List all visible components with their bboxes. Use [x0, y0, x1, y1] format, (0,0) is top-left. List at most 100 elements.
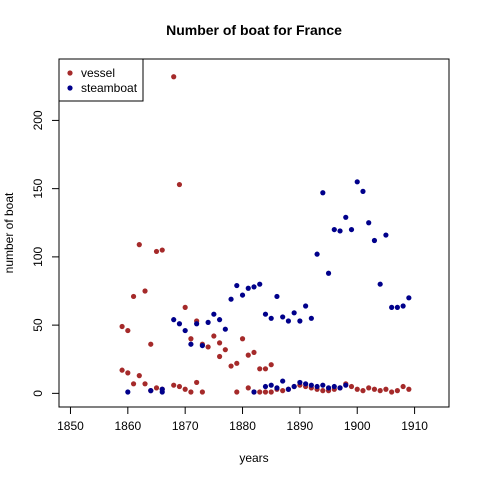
data-point-steamboat	[325, 385, 332, 391]
x-axis-label: years	[239, 451, 268, 465]
data-point-steamboat	[377, 281, 383, 287]
data-point-vessel	[182, 304, 188, 310]
data-point-vessel	[216, 340, 223, 346]
data-point-steamboat	[274, 385, 280, 391]
data-point-steamboat	[234, 282, 240, 289]
data-point-steamboat	[366, 220, 372, 226]
data-point-steamboat	[251, 389, 257, 395]
data-point-steamboat	[199, 342, 205, 349]
data-point-vessel	[130, 381, 137, 387]
data-point-vessel	[136, 373, 142, 379]
x-tick-label: 1900	[344, 419, 371, 433]
data-point-vessel	[234, 360, 240, 366]
data-point-steamboat	[314, 251, 320, 257]
data-point-steamboat	[245, 285, 251, 291]
data-point-steamboat	[211, 311, 217, 317]
chart-title: Number of boat for France	[166, 22, 342, 38]
data-point-vessel	[125, 370, 131, 376]
data-point-vessel	[205, 344, 211, 350]
data-point-steamboat	[400, 303, 406, 309]
data-point-vessel	[262, 366, 269, 372]
data-point-steamboat	[331, 383, 337, 390]
data-point-vessel	[394, 388, 400, 394]
x-tick-label: 1860	[114, 419, 141, 433]
data-point-vessel	[153, 248, 160, 255]
data-point-steamboat	[348, 226, 355, 233]
data-point-vessel	[257, 366, 263, 372]
data-point-steamboat	[257, 281, 263, 287]
x-tick-label: 1910	[401, 419, 428, 433]
x-tick-label: 1850	[57, 419, 84, 433]
data-point-vessel	[171, 74, 177, 80]
data-point-steamboat	[148, 388, 154, 394]
y-tick-label: 0	[31, 390, 45, 397]
data-point-vessel	[216, 353, 223, 360]
data-point-steamboat	[394, 304, 400, 310]
data-point-steamboat	[314, 383, 320, 390]
legend-marker-steamboat	[67, 85, 73, 91]
x-tick-label: 1890	[287, 419, 314, 433]
data-point-vessel	[119, 367, 125, 373]
data-point-vessel	[136, 242, 142, 248]
data-point-vessel	[262, 389, 269, 395]
data-point-vessel	[188, 389, 194, 395]
data-point-vessel	[400, 383, 406, 390]
data-point-vessel	[406, 386, 412, 392]
legend-box	[58, 58, 144, 102]
x-tick-label: 1880	[229, 419, 256, 433]
data-point-steamboat	[194, 321, 200, 327]
data-point-vessel	[119, 323, 125, 330]
data-point-vessel	[245, 352, 251, 358]
data-point-steamboat	[389, 304, 395, 310]
data-point-steamboat	[262, 383, 269, 390]
data-point-steamboat	[354, 179, 360, 185]
data-point-vessel	[320, 388, 326, 394]
y-tick-label: 150	[31, 178, 45, 198]
data-point-steamboat	[188, 341, 194, 347]
data-point-vessel	[228, 363, 234, 369]
data-point-steamboat	[291, 310, 297, 316]
data-point-vessel	[377, 388, 383, 394]
data-point-steamboat	[262, 311, 269, 317]
data-point-steamboat	[171, 317, 177, 323]
data-point-steamboat	[308, 315, 314, 321]
data-point-steamboat	[222, 326, 228, 332]
data-point-vessel	[171, 382, 177, 388]
data-point-vessel	[245, 385, 251, 391]
data-points	[119, 74, 412, 395]
data-point-steamboat	[297, 318, 303, 324]
data-point-steamboat	[320, 190, 326, 196]
x-tick-label: 1870	[172, 419, 199, 433]
data-point-steamboat	[383, 232, 389, 238]
data-point-steamboat	[291, 383, 297, 390]
data-point-vessel	[348, 383, 355, 390]
data-point-vessel	[148, 341, 154, 347]
data-point-steamboat	[303, 381, 309, 387]
y-axis: 0 50 100 150 200	[31, 110, 60, 397]
data-point-steamboat	[228, 296, 234, 302]
data-point-vessel	[360, 388, 366, 394]
data-point-vessel	[257, 389, 263, 395]
data-point-vessel	[142, 381, 148, 387]
data-point-steamboat	[251, 284, 257, 290]
data-point-vessel	[222, 347, 228, 353]
data-point-steamboat	[285, 318, 292, 324]
data-point-vessel	[194, 379, 200, 386]
data-point-steamboat	[371, 237, 378, 244]
data-point-steamboat	[239, 292, 246, 298]
data-point-steamboat	[308, 382, 314, 388]
data-point-steamboat	[176, 321, 183, 327]
data-point-vessel	[142, 288, 148, 294]
data-point-steamboat	[216, 317, 223, 323]
legend-label-vessel: vessel	[81, 66, 115, 80]
data-point-steamboat	[406, 295, 412, 301]
data-point-steamboat	[280, 314, 286, 320]
data-point-vessel	[125, 327, 131, 334]
data-point-steamboat	[268, 315, 274, 321]
data-point-vessel	[199, 389, 205, 395]
data-point-vessel	[280, 388, 286, 394]
data-point-steamboat	[268, 382, 274, 388]
legend: vessel steamboat	[58, 58, 144, 102]
data-point-steamboat	[280, 378, 286, 384]
